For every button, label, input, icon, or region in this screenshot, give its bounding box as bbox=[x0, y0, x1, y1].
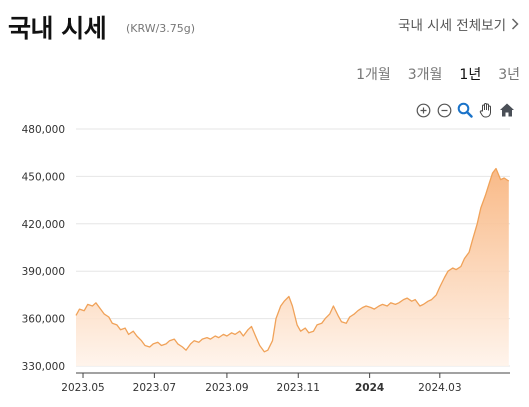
zoom-in-button[interactable] bbox=[415, 102, 431, 118]
zoom-in-icon bbox=[416, 103, 430, 117]
view-all-label: 국내 시세 전체보기 bbox=[398, 18, 506, 34]
x-tick-label: 2023.05 bbox=[61, 382, 104, 394]
magnifier-button[interactable] bbox=[457, 102, 473, 118]
chevron-right-icon bbox=[511, 18, 519, 30]
y-tick-label: 450,000 bbox=[22, 171, 65, 183]
pan-button[interactable] bbox=[478, 102, 494, 118]
x-tick-label: 2023.09 bbox=[205, 382, 248, 394]
tab-1-month[interactable]: 1개월 bbox=[356, 67, 391, 83]
reset-home-button[interactable] bbox=[499, 102, 515, 118]
tab-3-years[interactable]: 3년 bbox=[498, 67, 520, 83]
x-axis: 2023.05 2023.07 2023.09 2023.11 2024 2024.03 bbox=[61, 372, 510, 394]
price-unit: (KRW/3.75g) bbox=[126, 22, 196, 35]
home-icon bbox=[500, 103, 514, 117]
price-series-line bbox=[75, 167, 510, 353]
x-tick-label: 2023.11 bbox=[277, 382, 320, 394]
page-title: 국내 시세 bbox=[8, 14, 107, 43]
tab-1-year[interactable]: 1년 bbox=[459, 67, 482, 83]
y-tick-label: 420,000 bbox=[22, 219, 65, 231]
y-tick-label: 330,000 bbox=[22, 361, 65, 373]
y-tick-label: 360,000 bbox=[22, 314, 65, 326]
x-tick-label: 2024 bbox=[355, 382, 384, 394]
price-area-fill bbox=[76, 168, 509, 366]
y-axis: 480,000 450,000 420,000 390,000 360,000 330,0… bbox=[22, 124, 65, 373]
zoom-out-button[interactable] bbox=[436, 102, 452, 118]
x-tick-label: 2023.07 bbox=[133, 382, 176, 394]
magnifier-icon bbox=[457, 102, 473, 118]
period-tabs: 1개월 3개월 1년 3년 bbox=[356, 64, 520, 84]
y-tick-label: 390,000 bbox=[22, 266, 65, 278]
y-tick-label: 480,000 bbox=[22, 124, 65, 136]
view-all-domestic-prices-link[interactable]: 국내 시세 전체보기 bbox=[398, 14, 519, 34]
x-tick-label: 2024.03 bbox=[418, 382, 461, 394]
zoom-out-icon bbox=[437, 103, 451, 117]
tab-3-months[interactable]: 3개월 bbox=[407, 67, 443, 83]
pan-hand-icon bbox=[479, 103, 491, 118]
chart-toolbar bbox=[415, 102, 515, 118]
